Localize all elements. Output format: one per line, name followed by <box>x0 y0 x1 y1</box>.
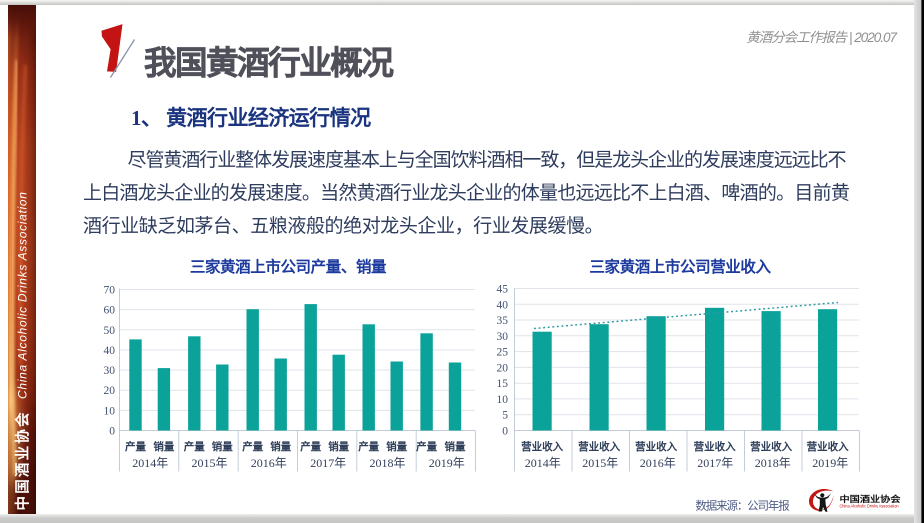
svg-text:30: 30 <box>497 331 509 343</box>
svg-text:三家黄酒上市公司产量、销量: 三家黄酒上市公司产量、销量 <box>190 257 387 276</box>
svg-text:营业收入: 营业收入 <box>521 440 563 453</box>
svg-text:销量: 销量 <box>328 440 349 453</box>
svg-text:China Alcoholic Drinks Associa: China Alcoholic Drinks Association <box>840 504 899 510</box>
svg-text:数据来源：公司年报: 数据来源：公司年报 <box>695 499 790 513</box>
svg-text:2017年: 2017年 <box>310 456 346 470</box>
svg-text:销量: 销量 <box>153 440 174 453</box>
svg-text:50: 50 <box>104 325 116 337</box>
svg-text:10: 10 <box>497 394 509 406</box>
svg-text:2016年: 2016年 <box>640 456 676 470</box>
svg-text:产量: 产量 <box>358 440 379 453</box>
svg-text:60: 60 <box>104 305 116 317</box>
svg-text:产量: 产量 <box>125 440 146 453</box>
svg-text:40: 40 <box>104 345 116 357</box>
svg-text:2019年: 2019年 <box>429 456 465 470</box>
svg-text:产量: 产量 <box>416 440 437 453</box>
svg-text:营业收入: 营业收入 <box>750 440 792 453</box>
svg-text:三家黄酒上市公司营业收入: 三家黄酒上市公司营业收入 <box>589 257 771 276</box>
svg-text:30: 30 <box>104 365 116 377</box>
svg-text:2019年: 2019年 <box>812 456 848 470</box>
svg-text:20: 20 <box>497 362 509 374</box>
svg-text:2014年: 2014年 <box>132 456 168 470</box>
svg-text:10: 10 <box>104 405 116 417</box>
svg-text:2014年: 2014年 <box>525 456 561 470</box>
svg-text:40: 40 <box>497 299 509 311</box>
svg-text:销量: 销量 <box>212 440 233 453</box>
svg-text:产量: 产量 <box>184 440 205 453</box>
svg-text:China Alcoholic Drinks Associa: China Alcoholic Drinks Association <box>16 192 30 399</box>
svg-text:5: 5 <box>502 410 508 422</box>
svg-text:销量: 销量 <box>445 440 466 453</box>
svg-text:2017年: 2017年 <box>697 456 733 470</box>
svg-text:2018年: 2018年 <box>755 456 791 470</box>
svg-text:20: 20 <box>104 385 116 397</box>
svg-text:35: 35 <box>497 315 509 327</box>
svg-text:15: 15 <box>497 378 509 390</box>
svg-text:0: 0 <box>109 426 115 438</box>
svg-text:45: 45 <box>497 284 509 296</box>
svg-text:70: 70 <box>104 285 116 297</box>
svg-text:产量: 产量 <box>242 440 263 453</box>
svg-text:产量: 产量 <box>300 440 321 453</box>
svg-text:销量: 销量 <box>270 440 291 453</box>
svg-text:营业收入: 营业收入 <box>807 440 849 453</box>
svg-text:营业收入: 营业收入 <box>694 440 736 453</box>
svg-text:营业收入: 营业收入 <box>635 440 677 453</box>
svg-text:中国酒业协会: 中国酒业协会 <box>840 493 901 504</box>
svg-text:2018年: 2018年 <box>369 456 405 470</box>
svg-text:25: 25 <box>497 347 509 359</box>
svg-text:2015年: 2015年 <box>191 456 227 470</box>
svg-text:2016年: 2016年 <box>251 456 287 470</box>
svg-text:2015年: 2015年 <box>582 456 618 470</box>
svg-text:营业收入: 营业收入 <box>578 440 620 453</box>
svg-text:中国酒业协会: 中国酒业协会 <box>14 410 32 510</box>
svg-text:0: 0 <box>502 426 508 438</box>
svg-text:销量: 销量 <box>386 440 407 453</box>
